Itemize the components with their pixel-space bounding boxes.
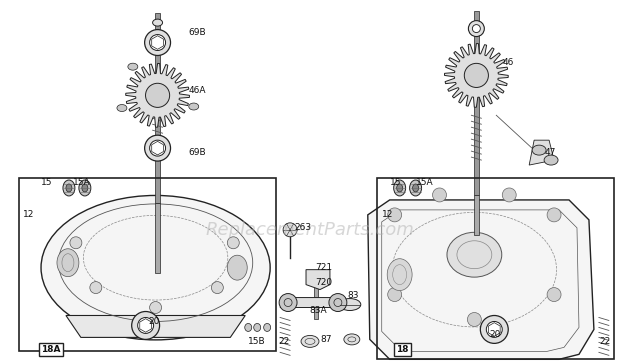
Ellipse shape bbox=[245, 324, 252, 332]
Text: 263: 263 bbox=[294, 223, 311, 232]
Circle shape bbox=[547, 208, 561, 222]
Circle shape bbox=[467, 313, 481, 327]
Ellipse shape bbox=[388, 259, 412, 290]
Ellipse shape bbox=[301, 335, 319, 347]
Ellipse shape bbox=[339, 298, 361, 310]
Text: 47: 47 bbox=[544, 148, 556, 157]
Polygon shape bbox=[126, 63, 190, 127]
Ellipse shape bbox=[264, 324, 271, 332]
Polygon shape bbox=[445, 44, 508, 107]
Text: 721: 721 bbox=[315, 263, 332, 272]
Text: 83: 83 bbox=[348, 291, 360, 300]
Ellipse shape bbox=[544, 155, 558, 165]
Circle shape bbox=[433, 188, 446, 202]
Text: 12: 12 bbox=[382, 210, 393, 219]
Bar bbox=[155, 203, 160, 273]
Text: 22: 22 bbox=[278, 337, 290, 346]
Ellipse shape bbox=[82, 184, 88, 192]
Polygon shape bbox=[306, 270, 330, 290]
Circle shape bbox=[144, 135, 170, 161]
Ellipse shape bbox=[412, 184, 418, 192]
Polygon shape bbox=[529, 140, 554, 165]
Circle shape bbox=[464, 63, 489, 87]
Circle shape bbox=[70, 237, 82, 249]
Ellipse shape bbox=[228, 255, 247, 280]
Circle shape bbox=[547, 288, 561, 301]
Polygon shape bbox=[66, 316, 246, 337]
Ellipse shape bbox=[410, 180, 422, 196]
Circle shape bbox=[131, 312, 159, 339]
Bar bbox=[474, 11, 479, 195]
Text: 15: 15 bbox=[41, 178, 53, 186]
Bar bbox=[314, 285, 318, 320]
Ellipse shape bbox=[117, 104, 127, 111]
Circle shape bbox=[138, 317, 154, 333]
Circle shape bbox=[329, 294, 347, 312]
Circle shape bbox=[279, 294, 297, 312]
Ellipse shape bbox=[254, 324, 260, 332]
Circle shape bbox=[149, 301, 162, 313]
Text: 15: 15 bbox=[390, 178, 401, 186]
Polygon shape bbox=[280, 297, 345, 308]
Circle shape bbox=[283, 223, 297, 237]
Ellipse shape bbox=[153, 19, 162, 26]
Text: 18A: 18A bbox=[42, 345, 61, 354]
Circle shape bbox=[388, 208, 402, 222]
Circle shape bbox=[146, 83, 170, 107]
Text: 46: 46 bbox=[502, 58, 513, 67]
Text: 69B: 69B bbox=[188, 148, 206, 157]
Ellipse shape bbox=[57, 249, 79, 277]
Bar bbox=[155, 13, 160, 203]
Text: 12: 12 bbox=[23, 210, 35, 219]
Bar bbox=[474, 195, 479, 235]
Polygon shape bbox=[368, 200, 594, 359]
Text: 69B: 69B bbox=[188, 28, 206, 37]
Text: ReplacementParts.com: ReplacementParts.com bbox=[206, 221, 414, 239]
Text: 15B: 15B bbox=[248, 337, 266, 346]
Circle shape bbox=[486, 321, 502, 337]
Circle shape bbox=[472, 25, 480, 32]
Ellipse shape bbox=[63, 180, 75, 196]
Ellipse shape bbox=[41, 195, 270, 340]
Ellipse shape bbox=[397, 184, 402, 192]
Text: 83A: 83A bbox=[309, 306, 327, 315]
Circle shape bbox=[149, 140, 166, 156]
Text: 20: 20 bbox=[489, 330, 501, 339]
Ellipse shape bbox=[79, 180, 91, 196]
Circle shape bbox=[502, 188, 516, 202]
Ellipse shape bbox=[532, 145, 546, 155]
Text: 87: 87 bbox=[320, 335, 332, 344]
Text: 15A: 15A bbox=[415, 178, 433, 186]
Circle shape bbox=[149, 35, 166, 51]
Text: 20: 20 bbox=[149, 317, 160, 326]
Text: 15A: 15A bbox=[73, 178, 91, 186]
Ellipse shape bbox=[128, 63, 138, 70]
Ellipse shape bbox=[394, 180, 405, 196]
Text: 22: 22 bbox=[599, 337, 610, 346]
Text: 18: 18 bbox=[396, 345, 409, 354]
Circle shape bbox=[144, 29, 170, 55]
Text: 720: 720 bbox=[315, 278, 332, 287]
Text: 46A: 46A bbox=[188, 86, 206, 95]
Ellipse shape bbox=[188, 103, 199, 110]
Bar bbox=[19, 178, 276, 351]
Ellipse shape bbox=[344, 334, 360, 345]
Circle shape bbox=[211, 282, 223, 294]
Circle shape bbox=[228, 237, 239, 249]
Bar bbox=[377, 178, 614, 359]
Ellipse shape bbox=[66, 184, 72, 192]
Circle shape bbox=[90, 282, 102, 294]
Circle shape bbox=[388, 288, 402, 301]
Ellipse shape bbox=[447, 232, 502, 277]
Circle shape bbox=[480, 316, 508, 343]
Circle shape bbox=[468, 21, 484, 36]
